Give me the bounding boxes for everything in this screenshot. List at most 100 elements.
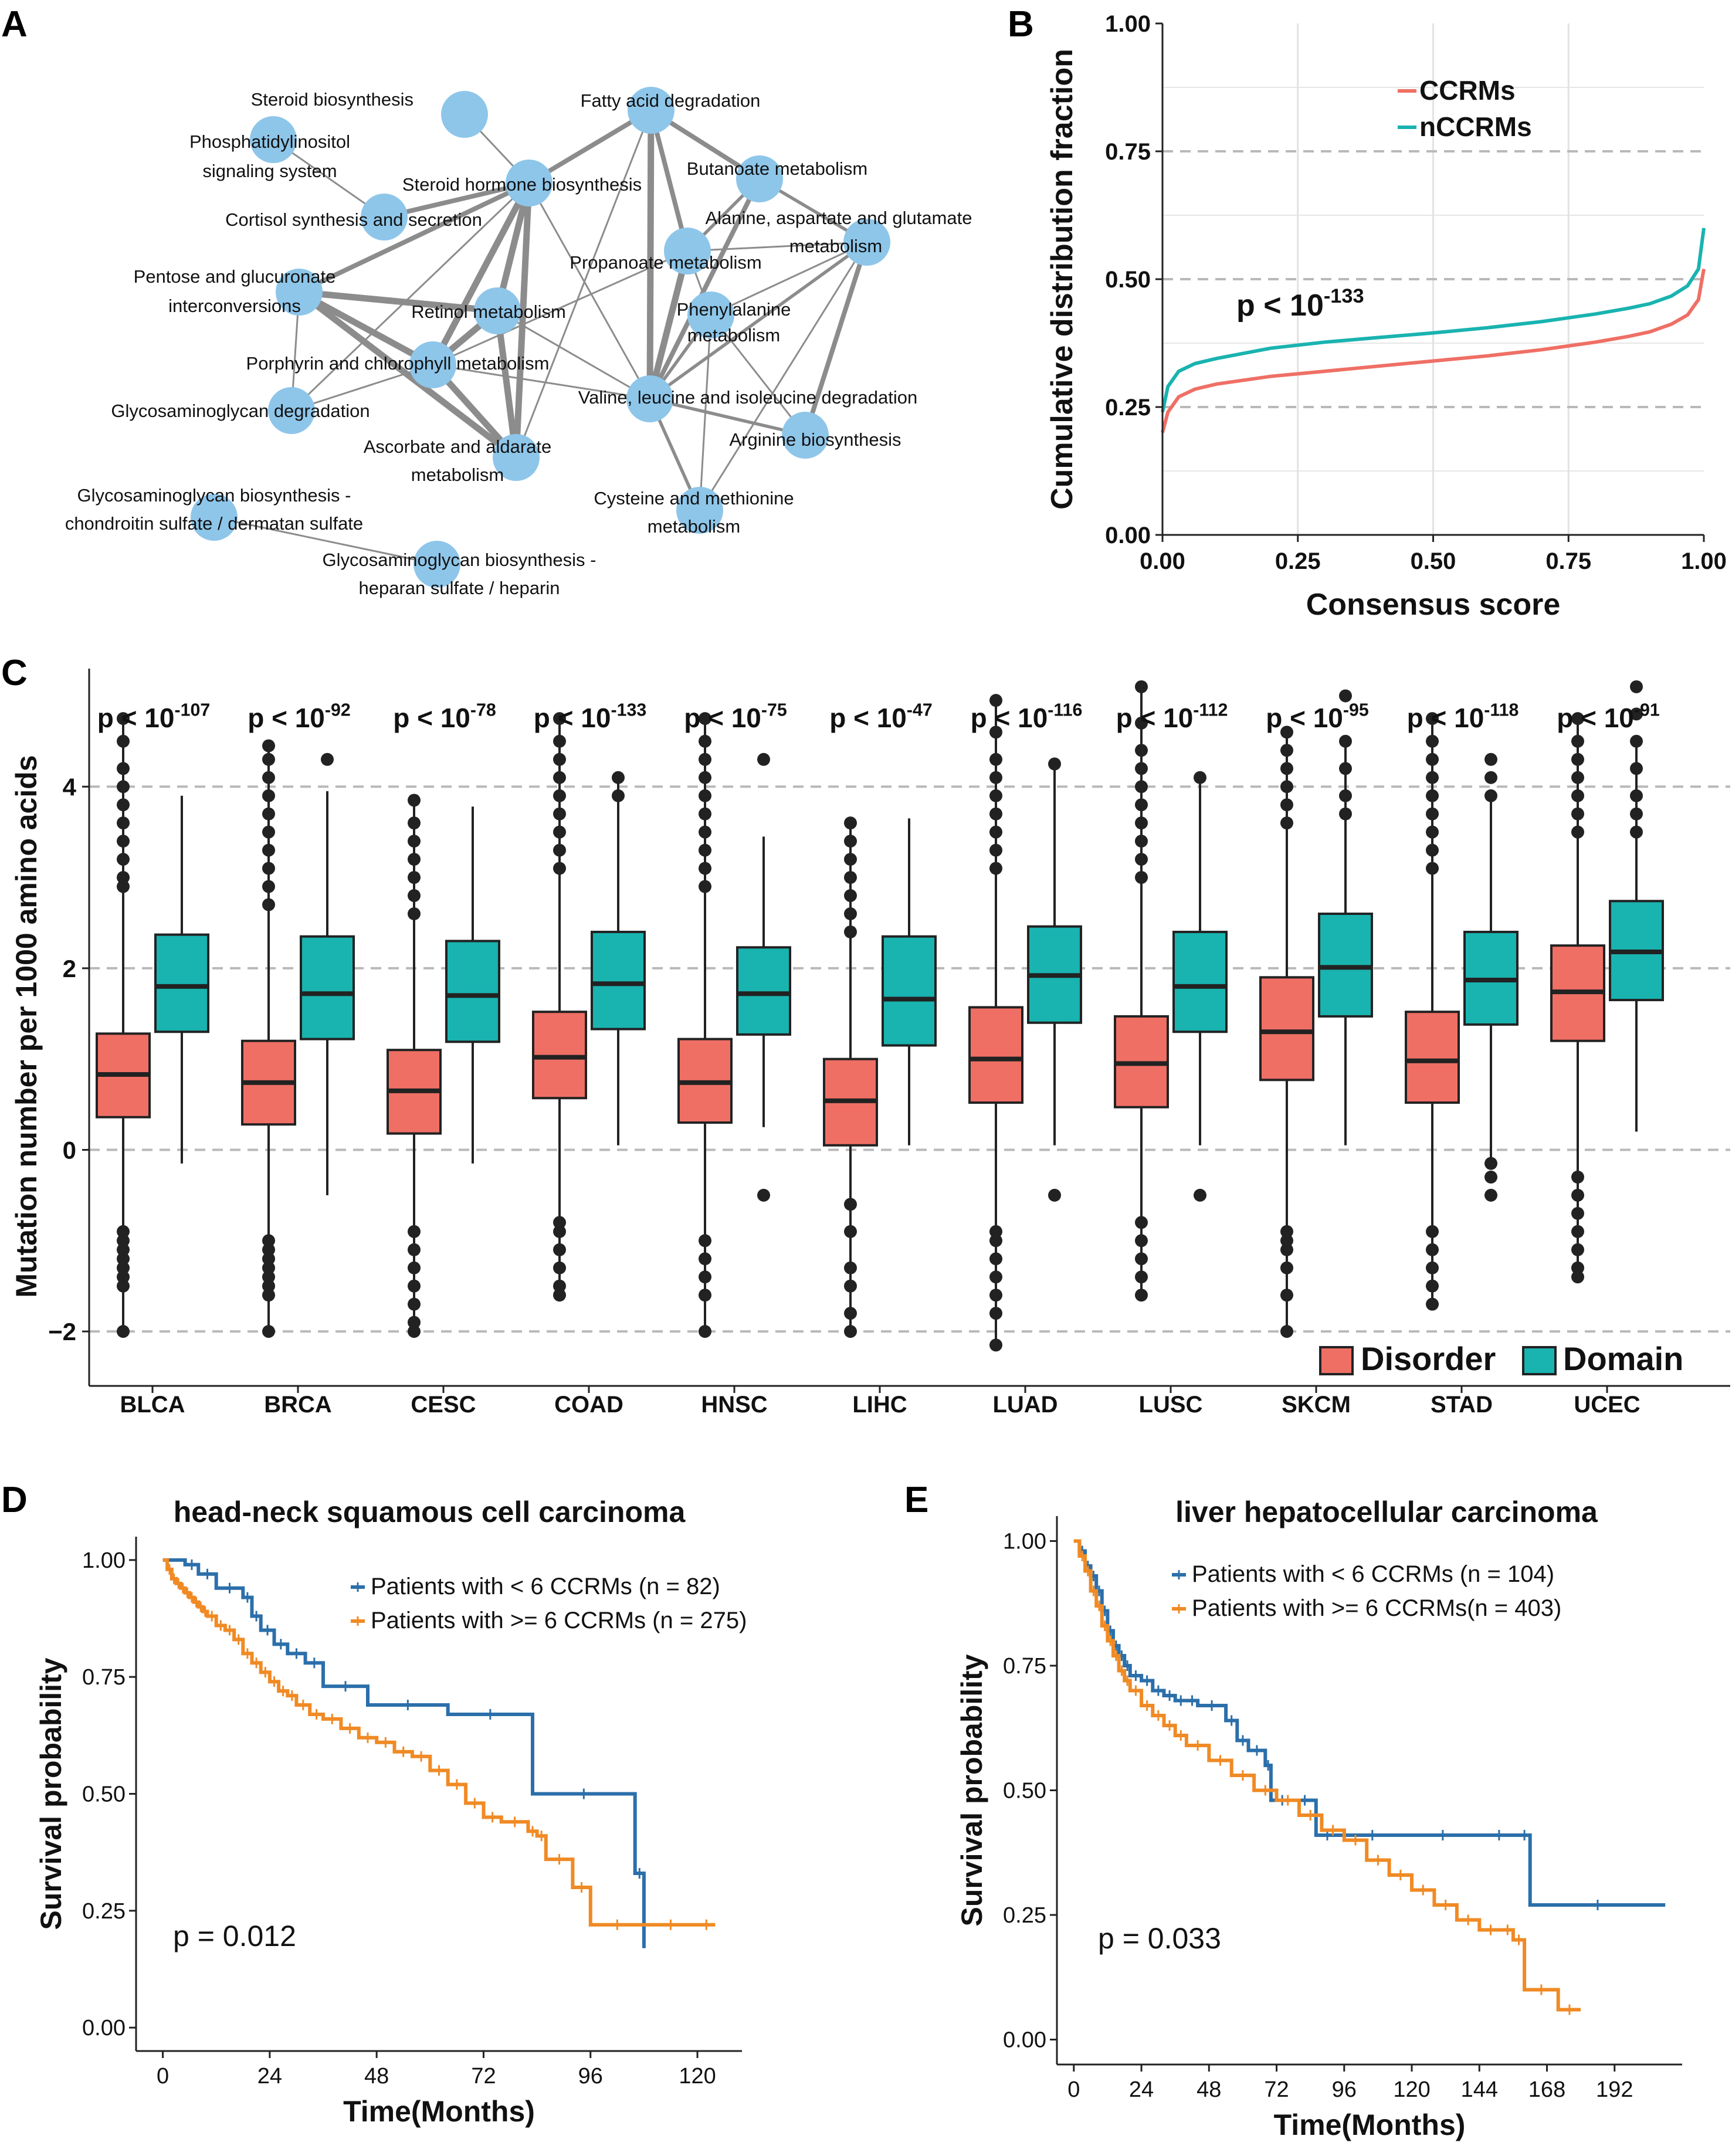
outlier-point — [699, 712, 711, 726]
outlier-point — [262, 1243, 275, 1256]
network-edge — [648, 397, 807, 437]
y-tick-label: 2 — [63, 955, 76, 982]
outlier-point — [408, 1225, 421, 1238]
network-edge — [290, 182, 530, 412]
outlier-point — [1280, 1243, 1293, 1256]
pathway-label: Butanoate metabolism — [687, 158, 867, 179]
outlier-point — [321, 752, 334, 766]
outlier-point — [1426, 825, 1439, 839]
outlier-point — [262, 771, 275, 784]
p-value-label: p < 10-78 — [393, 701, 496, 733]
outlier-point — [1280, 780, 1293, 794]
box-domain — [736, 946, 791, 1036]
network-edge — [648, 240, 869, 401]
outlier-point — [1426, 752, 1439, 766]
x-tick-label: 144 — [1461, 2077, 1498, 2102]
outlier-point — [1426, 1225, 1439, 1238]
outlier-point — [1426, 712, 1439, 726]
category-label: CESC — [411, 1392, 476, 1418]
outlier-point — [1426, 862, 1439, 875]
p-value-annotation: p = 0.033 — [1098, 1922, 1221, 1955]
pathway-node — [626, 375, 673, 422]
outlier-point — [1630, 707, 1643, 721]
outlier-point — [262, 752, 275, 766]
category-label: SKCM — [1282, 1392, 1351, 1418]
panel-a-network: Steroid biosynthesis Fatty acid degradati… — [65, 87, 972, 598]
x-tick-label: 24 — [1129, 2077, 1154, 2102]
pathway-label: Pentose and glucuronate — [134, 266, 336, 287]
outlier-point — [844, 835, 857, 848]
panel-label-e: E — [904, 1480, 928, 1520]
outlier-point — [1426, 843, 1439, 857]
outlier-point — [699, 1325, 711, 1338]
outlier-point — [757, 1188, 770, 1202]
outlier-point — [989, 1338, 1002, 1352]
outlier-point — [699, 1234, 711, 1248]
p-value-label-exponent: -112 — [1193, 701, 1228, 720]
outlier-point — [1571, 734, 1584, 748]
outlier-point — [1484, 789, 1497, 802]
outlier-point — [408, 907, 421, 920]
pathway-label: chondroitin sulfate / dermatan sulfate — [65, 513, 363, 534]
chart-title: liver hepatocellular carcinoma — [1175, 1496, 1598, 1528]
outlier-point — [1426, 734, 1439, 748]
outlier-point — [1135, 1234, 1148, 1248]
p-value-label: p < 10-95 — [1266, 701, 1369, 733]
y-tick-label: 0.00 — [82, 2016, 126, 2040]
outlier-point — [1571, 1170, 1584, 1184]
pathway-label: Retinol metabolism — [411, 301, 566, 322]
y-tick-label: 0.25 — [82, 1899, 126, 1924]
outlier-point — [699, 880, 711, 893]
x-tick-label: 24 — [257, 2064, 282, 2089]
pathway-label: Fatty acid degradation — [581, 90, 761, 111]
y-tick-label: 0.75 — [82, 1665, 126, 1690]
outlier-point — [553, 1261, 566, 1274]
category-label: HNSC — [701, 1392, 767, 1418]
category-label: LIHC — [852, 1392, 907, 1418]
p-value-label-exponent: -118 — [1484, 701, 1519, 720]
outlier-point — [408, 816, 421, 830]
outlier-point — [262, 1289, 275, 1302]
pathway-label: Steroid hormone biosynthesis — [402, 174, 642, 195]
p-value-label-base: p < 10 — [393, 703, 470, 733]
category-label: STAD — [1431, 1392, 1493, 1418]
pathway-node — [474, 287, 521, 334]
outlier-point — [117, 1279, 130, 1293]
x-tick-label: 192 — [1596, 2077, 1633, 2102]
x-axis-title: Time(Months) — [343, 2095, 535, 2128]
pathway-label: Steroid biosynthesis — [251, 89, 413, 110]
outlier-point — [989, 843, 1002, 857]
p-value-label: p < 10-91 — [1557, 701, 1660, 733]
pathway-label: heparan sulfate / heparin — [359, 578, 560, 598]
outlier-point — [553, 771, 566, 784]
p-value-annotation: p < 10-133 — [1236, 285, 1364, 323]
x-tick-label: 96 — [1332, 2077, 1357, 2102]
outlier-point — [1135, 835, 1148, 848]
y-tick-label: 0 — [63, 1136, 76, 1164]
outlier-point — [553, 862, 566, 875]
category-label: COAD — [554, 1392, 623, 1418]
outlier-point — [1484, 752, 1497, 766]
outlier-point — [1571, 1261, 1584, 1274]
outlier-point — [1426, 771, 1439, 784]
y-tick-label: 0.25 — [1105, 395, 1151, 421]
p-value-label-base: p < 10 — [684, 703, 761, 733]
outlier-point — [1280, 1261, 1293, 1274]
network-edge — [699, 241, 868, 511]
outlier-point — [117, 1225, 130, 1238]
x-tick-label: 1.00 — [1681, 548, 1727, 574]
outlier-point — [844, 1261, 857, 1274]
y-tick-label: 0.50 — [1105, 267, 1151, 293]
outlier-point — [1280, 1289, 1293, 1302]
p-value-label-exponent: -116 — [1048, 701, 1082, 720]
outlier-point — [1339, 807, 1352, 821]
p-value-label-exponent: -107 — [174, 701, 210, 720]
p-value-label-exponent: -47 — [907, 701, 933, 720]
network-edge — [296, 289, 501, 314]
outlier-point — [1194, 1188, 1206, 1202]
y-axis-title: Survival probability — [955, 1654, 988, 1926]
outlier-point — [408, 794, 421, 807]
p-value-label-base: p < 10 — [1557, 703, 1634, 733]
outlier-point — [1630, 789, 1643, 802]
